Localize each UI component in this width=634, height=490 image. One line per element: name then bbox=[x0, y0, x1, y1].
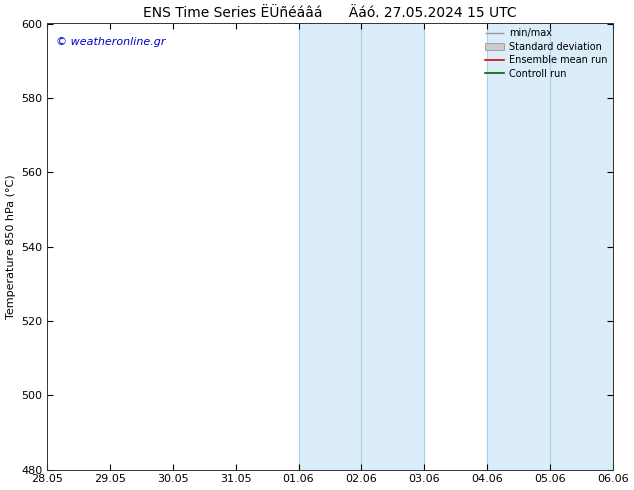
Title: ENS Time Series ËÜñéáâá      Äáó. 27.05.2024 15 UTC: ENS Time Series ËÜñéáâá Äáó. 27.05.2024 … bbox=[143, 5, 517, 20]
Bar bbox=[487, 24, 612, 469]
Bar bbox=[299, 24, 424, 469]
Legend: min/max, Standard deviation, Ensemble mean run, Controll run: min/max, Standard deviation, Ensemble me… bbox=[482, 25, 611, 81]
Text: © weatheronline.gr: © weatheronline.gr bbox=[56, 37, 165, 47]
Y-axis label: Temperature 850 hPa (°C): Temperature 850 hPa (°C) bbox=[6, 174, 16, 319]
